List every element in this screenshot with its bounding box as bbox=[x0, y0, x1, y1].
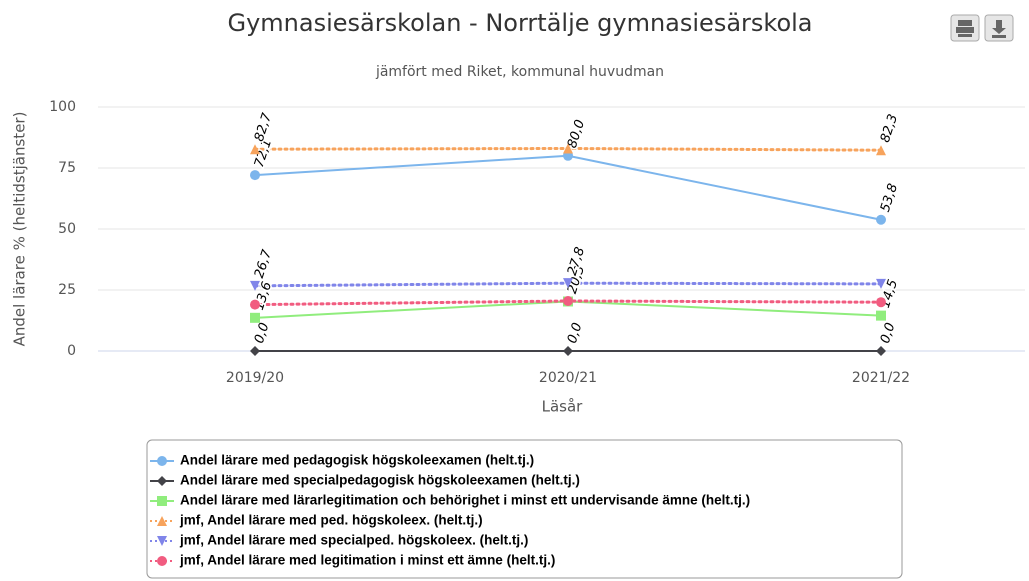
data-label: 0,0 bbox=[252, 321, 273, 345]
marker bbox=[250, 346, 260, 356]
legend-label: Andel lärare med specialpedagogisk högsk… bbox=[180, 473, 580, 488]
legend-label: jmf, Andel lärare med specialped. högsko… bbox=[179, 533, 528, 548]
chart-title: Gymnasiesärskolan - Norrtälje gymnasiesä… bbox=[228, 9, 813, 37]
legend-item: Andel lärare med pedagogisk högskoleexam… bbox=[150, 453, 534, 468]
marker bbox=[876, 297, 886, 308]
legend-label: Andel lärare med pedagogisk högskoleexam… bbox=[180, 453, 534, 468]
marker bbox=[250, 299, 260, 310]
y-axis-title: Andel lärare % (heltidstjänster) bbox=[11, 112, 29, 347]
data-label: 26,7 bbox=[252, 247, 275, 280]
legend-label: jmf, Andel lärare med ped. högskoleex. (… bbox=[179, 513, 483, 528]
marker bbox=[563, 143, 573, 154]
y-tick-label: 100 bbox=[49, 99, 76, 115]
data-label: 82,3 bbox=[878, 112, 901, 144]
data-label: 0,0 bbox=[565, 321, 586, 345]
x-tick-label: 2020/21 bbox=[539, 370, 597, 386]
marker bbox=[563, 346, 573, 356]
legend-item: jmf, Andel lärare med ped. högskoleex. (… bbox=[150, 513, 483, 528]
marker bbox=[876, 278, 886, 289]
x-axis-title: Läsår bbox=[542, 398, 584, 416]
marker bbox=[876, 145, 886, 156]
marker bbox=[563, 278, 573, 289]
legend-marker bbox=[157, 516, 167, 526]
marker bbox=[563, 295, 573, 306]
y-tick-label: 25 bbox=[58, 282, 76, 298]
marker bbox=[250, 170, 260, 181]
legend-item: Andel lärare med specialpedagogisk högsk… bbox=[150, 473, 580, 488]
x-tick-label: 2021/22 bbox=[852, 370, 910, 386]
legend-marker bbox=[157, 556, 167, 566]
x-tick-label: 2019/20 bbox=[226, 370, 284, 386]
y-tick-label: 50 bbox=[58, 221, 76, 237]
data-label: 53,8 bbox=[878, 182, 901, 214]
legend-box bbox=[146, 439, 903, 579]
legend-marker bbox=[157, 496, 167, 506]
data-label: 82,7 bbox=[252, 111, 275, 144]
legend-item: jmf, Andel lärare med legitimation i min… bbox=[150, 553, 555, 568]
legend-item: jmf, Andel lärare med specialped. högsko… bbox=[150, 533, 528, 548]
legend-label: Andel lärare med lärarlegitimation och b… bbox=[180, 493, 750, 508]
legend-marker bbox=[157, 456, 167, 466]
data-label: 0,0 bbox=[878, 321, 899, 345]
legend-label: jmf, Andel lärare med legitimation i min… bbox=[179, 553, 555, 568]
marker bbox=[250, 144, 260, 155]
marker bbox=[876, 214, 886, 225]
legend-marker bbox=[157, 536, 167, 546]
marker bbox=[250, 312, 260, 323]
legend-item: Andel lärare med lärarlegitimation och b… bbox=[150, 493, 750, 508]
y-tick-label: 0 bbox=[67, 343, 76, 359]
legend-marker bbox=[157, 476, 167, 486]
marker bbox=[876, 310, 886, 321]
series-line bbox=[254, 154, 882, 221]
marker bbox=[876, 346, 886, 356]
download-button[interactable] bbox=[984, 14, 1014, 42]
marker bbox=[250, 280, 260, 291]
chart-subtitle: jämfört med Riket, kommunal huvudman bbox=[375, 64, 664, 80]
y-tick-label: 75 bbox=[58, 160, 76, 176]
print-button[interactable] bbox=[950, 14, 980, 42]
